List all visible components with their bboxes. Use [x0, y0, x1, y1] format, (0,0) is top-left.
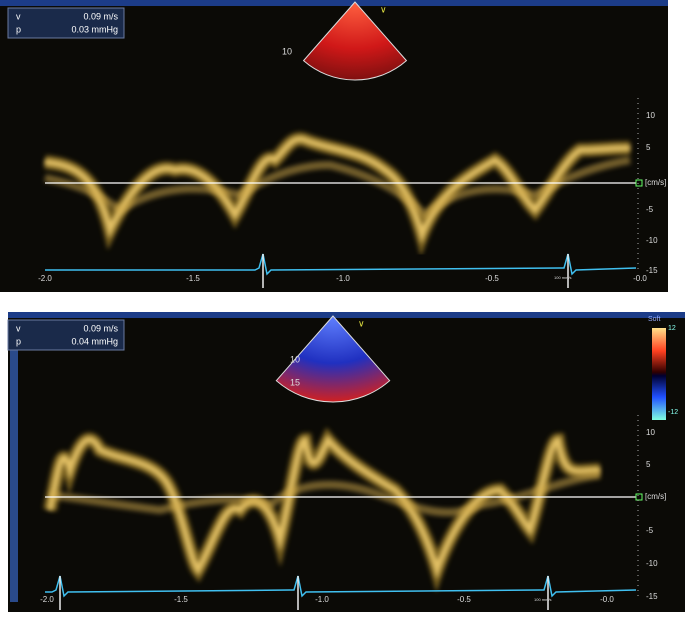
y-label: -5 [646, 526, 654, 535]
color-bar-max: 12 [668, 325, 676, 332]
y-label: 10 [646, 111, 655, 120]
sector-marker: ∨ [358, 318, 365, 328]
side-bar [10, 332, 18, 602]
x-label: -1.0 [315, 595, 329, 604]
y-label: -10 [646, 559, 658, 568]
readout-label: v [16, 323, 21, 333]
x-label: -1.5 [186, 274, 200, 283]
x-label: -0.5 [485, 274, 499, 283]
readout-value: 0.03 mmHg [71, 24, 118, 34]
color-bar-title: Soft [648, 316, 661, 323]
unit-label: [cm/s] [645, 178, 666, 187]
ultrasound-panel: ∨ 10 15 v 0.09 m/s p 0.04 mmHg Soft 12 -12 [cm/s] 1… [7, 312, 685, 612]
readout-box [7, 7, 125, 39]
doppler-envelope [47, 434, 601, 580]
sweep-speed: 100 mm/s [554, 275, 572, 280]
y-label: 10 [646, 428, 655, 437]
depth-label: 10 [290, 354, 300, 364]
ultrasound-panel: ∨ 10 v 0.09 m/s p 0.03 mmHg [cm/s] 10 5 -5 -10 -15 1… [0, 0, 668, 292]
y-label: -10 [646, 236, 658, 245]
doppler-envelope [49, 471, 601, 517]
ecg-trace [45, 253, 637, 276]
y-label: -5 [646, 205, 654, 214]
sector-image [275, 315, 391, 403]
y-label: 5 [646, 143, 651, 152]
x-label: -0.5 [457, 595, 471, 604]
sector-marker: ∨ [380, 4, 387, 14]
sector-image [302, 1, 408, 81]
readout-label: v [16, 11, 21, 21]
y-label: 5 [646, 460, 651, 469]
readout-value: 0.04 mmHg [71, 336, 118, 346]
screen-glow [0, 0, 668, 6]
x-label: -1.5 [174, 595, 188, 604]
readout-box [7, 319, 125, 351]
readout-value: 0.09 m/s [83, 323, 118, 333]
doppler-envelope [44, 136, 631, 245]
sweep-speed: 100 mm/s [534, 597, 552, 602]
y-label: -15 [646, 592, 658, 601]
baseline-marker [635, 179, 643, 187]
readout-value: 0.09 m/s [83, 11, 118, 21]
depth-label: 15 [290, 377, 300, 387]
y-label: -15 [646, 266, 658, 275]
baseline-marker [635, 493, 643, 501]
x-label: -0.0 [633, 274, 647, 283]
x-label: -2.0 [40, 595, 54, 604]
doppler-envelope [44, 156, 631, 221]
depth-label: 10 [282, 46, 292, 56]
color-bar [652, 328, 666, 420]
x-label: -2.0 [38, 274, 52, 283]
readout-label: p [16, 24, 21, 34]
screen-glow [8, 312, 685, 318]
color-bar-min: -12 [668, 409, 678, 416]
x-label: -1.0 [336, 274, 350, 283]
x-label: -0.0 [600, 595, 614, 604]
readout-label: p [16, 336, 21, 346]
unit-label: [cm/s] [645, 492, 666, 501]
